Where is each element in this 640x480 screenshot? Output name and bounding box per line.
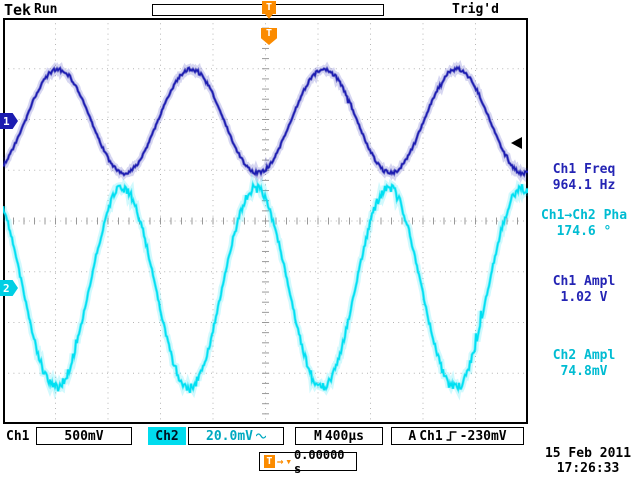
measurement-label: Ch1 Ampl <box>552 274 616 289</box>
trigger-prefix: A <box>408 428 417 444</box>
ch2-scale-readout: 20.0mV <box>188 427 284 445</box>
trigger-readout: A Ch1 -230mV <box>391 427 524 445</box>
ch1-label: Ch1 <box>6 429 30 444</box>
timebase-readout: M 400µs <box>295 427 383 445</box>
horizontal-position-value: 0.00000 s <box>293 447 345 476</box>
measurement-value: 964.1 Hz <box>552 178 616 193</box>
measurement-label: Ch1 Freq <box>552 162 616 177</box>
trigger-status: Trig'd <box>452 2 499 17</box>
timebase-label: M <box>314 428 322 444</box>
measurement-value: 174.6 ° <box>556 224 612 239</box>
acquisition-status: Run <box>34 2 58 17</box>
measurement-label: Ch1→Ch2 Pha <box>540 208 628 223</box>
date-value: 15 Feb 2011 <box>544 446 632 461</box>
graticule <box>3 18 528 424</box>
trigger-position-marker-icon: T <box>262 1 276 19</box>
ch2-label-badge: Ch2 <box>148 427 186 445</box>
ac-coupling-icon <box>255 433 266 439</box>
trigger-level-value: -230mV <box>459 428 507 444</box>
ch1-scale-value: 500mV <box>64 428 104 444</box>
arrow-right-icon: → <box>276 455 284 468</box>
horizontal-position-readout: T → ▾ 0.00000 s <box>259 448 357 476</box>
trigger-source: Ch1 <box>419 428 443 444</box>
measurement-label: Ch2 Ampl <box>552 348 616 363</box>
measurement-phase: Ch1→Ch2 Pha 174.6 ° <box>528 208 640 240</box>
trigger-horizontal-position-icon: T <box>261 28 277 45</box>
ch1-ground-marker: 1 <box>0 113 18 129</box>
datetime-readout: 15 Feb 2011 17:26:33 <box>538 446 638 476</box>
ch1-scale-readout: 500mV <box>36 427 132 445</box>
timebase-value: 400µs <box>324 428 364 444</box>
measurement-value: 1.02 V <box>560 290 608 305</box>
waveform-display <box>3 18 528 424</box>
measurement-ch2-ampl: Ch2 Ampl 74.8mV <box>528 348 640 380</box>
trigger-level-arrow-icon <box>511 137 522 149</box>
measurement-value: 74.8mV <box>560 364 608 379</box>
time-value: 17:26:33 <box>556 461 620 476</box>
trigger-time-marker-icon: T <box>264 455 275 468</box>
measurement-ch1-freq: Ch1 Freq 964.1 Hz <box>528 162 640 194</box>
brand-logo: Tek <box>4 1 32 19</box>
status-bar: Ch1 500mV Ch2 20.0mV M 400µs A Ch1 -230m… <box>0 427 640 447</box>
ch2-scale-value: 20.0mV <box>206 428 253 444</box>
ch2-ground-marker: 2 <box>0 280 18 296</box>
rising-edge-icon <box>446 431 457 441</box>
measurement-ch1-ampl: Ch1 Ampl 1.02 V <box>528 274 640 306</box>
arrow-down-icon: ▾ <box>285 455 292 468</box>
